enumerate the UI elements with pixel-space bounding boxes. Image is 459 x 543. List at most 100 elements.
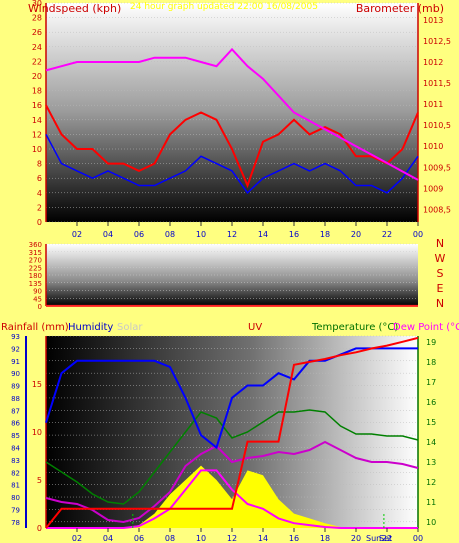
wind-y-tick-label: 16 — [32, 101, 42, 110]
legend-humidity: Humidity — [68, 322, 113, 333]
x-tick-label: 10 — [196, 230, 206, 239]
temperature-y-tick-label: 11 — [426, 498, 436, 507]
sunset-label: Set — [379, 534, 392, 543]
humidity-y-tick-label: 81 — [11, 482, 20, 490]
legend-uv: UV — [248, 322, 262, 333]
x-tick-label: 04 — [103, 230, 113, 239]
barometer-y-tick-label: 1012,5 — [423, 37, 451, 46]
humidity-y-tick-label: 88 — [11, 395, 20, 403]
rainfall-y-tick-label: 5 — [37, 476, 42, 485]
legend-dewpoint: Dew Point (°C — [393, 322, 459, 333]
x-tick-label: 10 — [196, 534, 206, 543]
wind-y-tick-label: 24 — [32, 43, 42, 52]
dewpoint-line — [45, 440, 419, 524]
barometer-axis-title: Barometer (mb) — [356, 2, 444, 15]
temperature-y-tick-label: 18 — [426, 358, 436, 367]
direction-y-tick-label: 135 — [29, 280, 42, 288]
temperature-y-tick-label: 15 — [426, 418, 436, 427]
wind-y-tick-label: 10 — [32, 145, 42, 154]
humidity-y-tick-label: 89 — [11, 383, 20, 391]
humidity-y-tick-label: 86 — [11, 420, 20, 428]
direction-y-tick-label: 315 — [29, 249, 42, 257]
wind-y-tick-label: 4 — [37, 189, 42, 198]
x-tick-label: 12 — [227, 534, 237, 543]
x-tick-label: 20 — [351, 534, 361, 543]
legend-temperature: Temperature (°C) — [311, 322, 398, 333]
sunrise-label: Sun — [366, 534, 381, 543]
x-tick-label: 14 — [258, 230, 268, 239]
wind-average-line — [45, 134, 419, 194]
windspeed-axis-title: Windspeed (kph) — [28, 2, 121, 15]
direction-y-tick-label: 270 — [29, 257, 42, 265]
temperature-y-tick-label: 17 — [426, 378, 436, 387]
temperature-line — [45, 409, 419, 505]
wind-y-tick-label: 20 — [32, 72, 42, 81]
barometer-y-tick-label: 1011,5 — [423, 79, 451, 88]
humidity-line — [45, 347, 418, 450]
direction-y-tick-label: 180 — [29, 272, 42, 280]
humidity-y-tick-label: 85 — [11, 432, 20, 440]
wind-y-tick-label: 8 — [37, 160, 42, 169]
direction-y-tick-label: 360 — [29, 241, 42, 249]
rainfall-line — [45, 336, 419, 529]
barometer-y-tick-label: 1009 — [423, 184, 443, 193]
temperature-y-tick-label: 10 — [426, 518, 436, 527]
wind-y-tick-label: 28 — [32, 14, 42, 23]
rainfall-y-tick-label: 10 — [32, 428, 42, 437]
x-tick-label: 02 — [72, 534, 82, 543]
weather-plot-area — [46, 336, 418, 528]
temperature-y-tick-label: 16 — [426, 398, 436, 407]
barometer-line — [45, 47, 419, 181]
x-tick-label: 00 — [413, 230, 423, 239]
x-tick-label: 18 — [320, 230, 330, 239]
legend-rainfall: Rainfall (mm) — [1, 322, 69, 333]
wind-y-tick-label: 6 — [37, 174, 42, 183]
graph-title: 24 hour graph updated 22:00 16/08/2005 — [130, 2, 318, 12]
x-tick-label: 12 — [227, 230, 237, 239]
direction-y-tick-label: 90 — [33, 288, 42, 296]
humidity-y-tick-label: 79 — [11, 506, 20, 514]
humidity-y-tick-label: 93 — [11, 333, 20, 341]
wind-y-tick-label: 2 — [37, 203, 42, 212]
x-tick-label: 02 — [72, 230, 82, 239]
compass-label-n: N — [436, 297, 444, 310]
humidity-y-tick-label: 90 — [11, 370, 20, 378]
x-tick-label: 20 — [351, 230, 361, 239]
temperature-y-tick-label: 19 — [426, 338, 436, 347]
wind-y-tick-label: 22 — [32, 57, 42, 66]
barometer-y-tick-label: 1013 — [423, 16, 443, 25]
solar-area — [46, 465, 418, 528]
wind-y-tick-label: 18 — [32, 87, 42, 96]
rainfall-y-tick-label: 0 — [37, 524, 42, 533]
temperature-y-tick-label: 13 — [426, 458, 436, 467]
x-tick-label: 22 — [382, 534, 392, 543]
x-tick-label: 08 — [165, 230, 175, 239]
barometer-y-tick-label: 1010,5 — [423, 121, 451, 130]
compass-label-w: W — [435, 252, 446, 265]
x-tick-label: 04 — [103, 534, 113, 543]
humidity-y-tick-label: 78 — [11, 519, 20, 527]
direction-y-tick-label: 45 — [33, 295, 42, 303]
barometer-y-tick-label: 1011 — [423, 100, 443, 109]
x-tick-label: 22 — [382, 230, 392, 239]
wind-speed-line — [45, 104, 419, 189]
humidity-y-tick-label: 84 — [11, 444, 20, 452]
x-tick-label: 06 — [134, 534, 144, 543]
temperature-y-tick-label: 12 — [426, 478, 436, 487]
wind-plot-area — [46, 3, 418, 222]
x-tick-label: 18 — [320, 534, 330, 543]
compass-label-n: N — [436, 237, 444, 250]
wind-y-tick-label: 12 — [32, 130, 42, 139]
barometer-y-tick-label: 1009,5 — [423, 163, 451, 172]
rainfall-y-tick-label: 15 — [32, 380, 42, 389]
x-tick-label: 08 — [165, 534, 175, 543]
legend-solar: Solar — [117, 322, 143, 333]
humidity-y-tick-label: 91 — [11, 358, 20, 366]
wind-y-tick-label: 0 — [37, 218, 42, 227]
compass-label-e: E — [437, 282, 444, 295]
humidity-y-tick-label: 82 — [11, 469, 20, 477]
humidity-y-tick-label: 80 — [11, 494, 20, 502]
humidity-y-tick-label: 92 — [11, 345, 20, 353]
compass-label-s: S — [437, 267, 444, 280]
